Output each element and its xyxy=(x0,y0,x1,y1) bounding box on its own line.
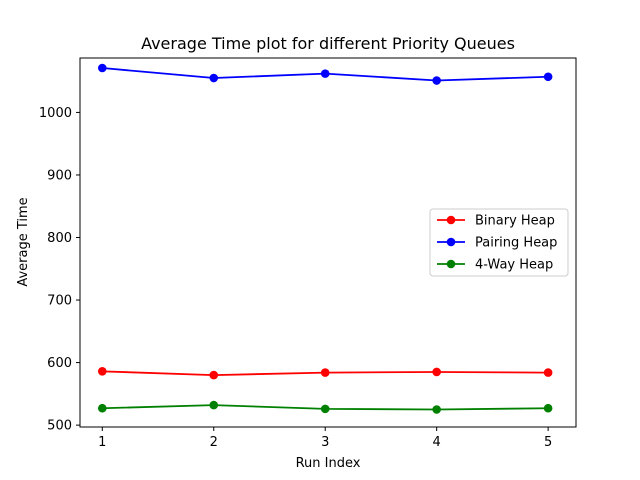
data-point-4-way-heap xyxy=(432,405,441,414)
legend-box xyxy=(429,208,569,277)
data-point-pairing-heap xyxy=(209,73,219,83)
legend-label-binary-heap: Binary Heap xyxy=(475,214,555,229)
data-point-binary-heap xyxy=(543,368,553,377)
x-tick-label: 5 xyxy=(544,435,552,450)
data-point-4-way-heap xyxy=(543,403,553,413)
y-tick-label: 700 xyxy=(47,294,72,309)
y-tick-label: 600 xyxy=(47,356,72,371)
x-tick-label: 1 xyxy=(98,435,106,450)
data-point-4-way-heap xyxy=(97,403,107,413)
legend-marker-pairing-heap xyxy=(446,237,456,247)
axes-frame xyxy=(79,57,577,428)
x-tick-label: 2 xyxy=(210,435,218,450)
plot-area xyxy=(97,63,553,414)
x-axis: 1 2 3 4 5 xyxy=(98,427,552,450)
y-tick-label: 1000 xyxy=(39,106,72,121)
data-point-4-way-heap xyxy=(320,404,330,414)
data-point-binary-heap xyxy=(97,367,107,376)
legend-label-pairing-heap: Pairing Heap xyxy=(475,236,557,251)
data-point-pairing-heap xyxy=(432,76,441,85)
legend: Binary Heap Pairing Heap 4-Way Heap xyxy=(429,208,569,277)
legend-marker-binary-heap xyxy=(446,215,456,225)
data-point-4-way-heap xyxy=(209,400,219,410)
data-point-binary-heap xyxy=(209,370,219,380)
x-tick-label: 3 xyxy=(321,435,329,450)
y-tick-label: 500 xyxy=(47,419,72,434)
legend-marker-4-way-heap xyxy=(446,259,456,269)
y-tick-label: 800 xyxy=(47,231,72,246)
data-point-binary-heap xyxy=(432,367,441,377)
y-axis-label: Average Time xyxy=(16,197,31,286)
chart-title: Average Time plot for different Priority… xyxy=(141,34,515,53)
data-point-binary-heap xyxy=(320,368,330,377)
y-axis: 500 600 700 800 900 1000 xyxy=(39,106,80,434)
y-tick-label: 900 xyxy=(47,168,72,183)
x-tick-label: 4 xyxy=(433,435,441,450)
data-point-pairing-heap xyxy=(320,69,330,78)
data-point-pairing-heap xyxy=(543,72,553,82)
data-point-pairing-heap xyxy=(97,63,107,73)
x-axis-label: Run Index xyxy=(296,456,361,471)
legend-label-4-way-heap: 4-Way Heap xyxy=(475,258,553,273)
